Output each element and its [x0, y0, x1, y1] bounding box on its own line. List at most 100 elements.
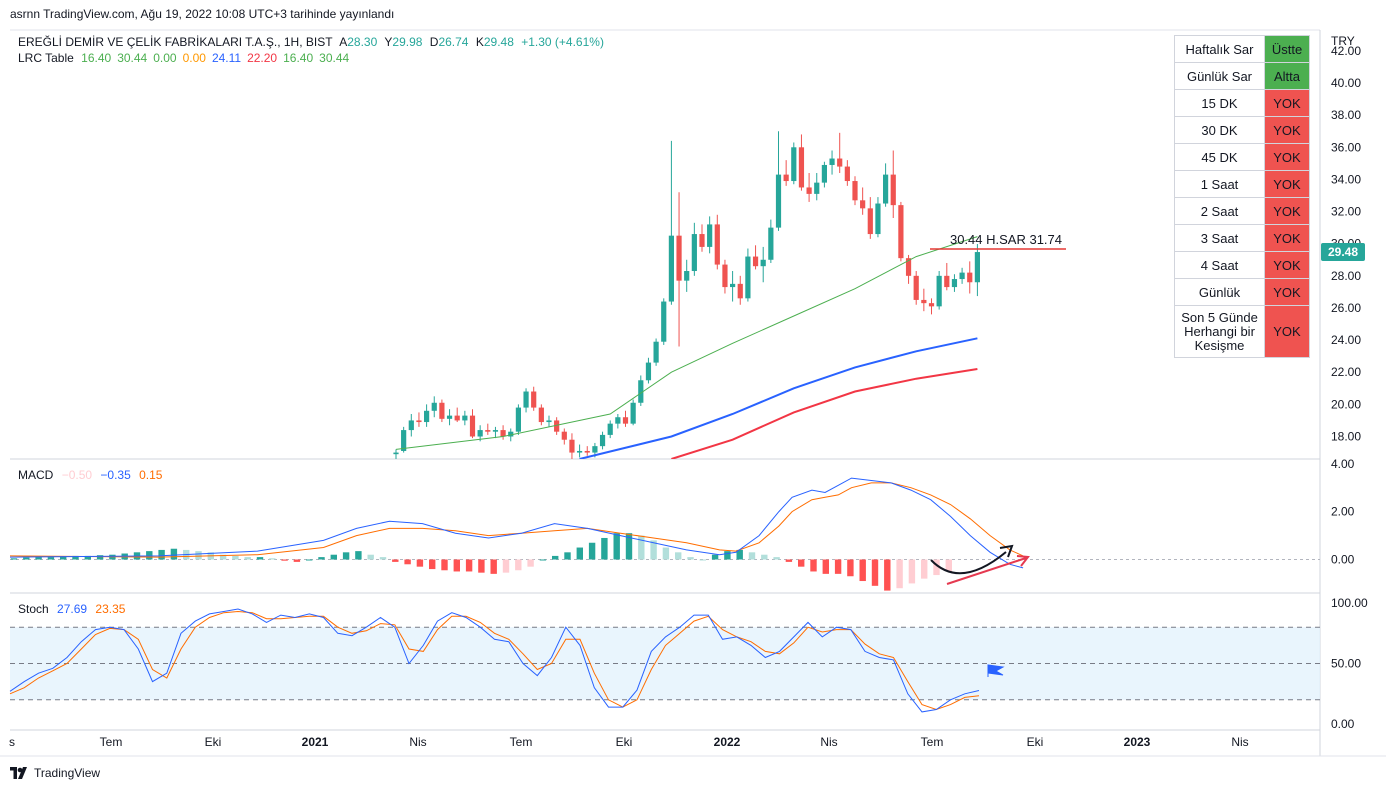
signal-timeframe: 3 Saat — [1174, 224, 1265, 252]
tradingview-footer[interactable]: TradingView — [10, 766, 100, 780]
signal-row: Günlük YOK — [1174, 278, 1310, 306]
signal-timeframe: Günlük — [1174, 278, 1265, 306]
macd-hist-bar — [219, 554, 227, 560]
candle-body — [424, 410, 430, 423]
macd-hist-bar — [441, 559, 448, 571]
macd-hist-bar — [47, 557, 55, 560]
arrow-head-icon — [999, 544, 1014, 558]
signal-timeframe: 1 Saat — [1174, 170, 1265, 198]
candle-body — [676, 235, 682, 281]
macd-hist-bar — [699, 559, 706, 561]
macd-hist-bar — [625, 533, 633, 560]
lrc-legend[interactable]: LRC Table 16.40 30.44 0.00 0.00 24.11 22.20 16… — [18, 51, 355, 65]
macd-hist-bar — [527, 559, 534, 567]
macd-legend[interactable]: MACD −0.50 −0.35 0.15 — [18, 468, 167, 482]
candle-body — [638, 380, 644, 403]
candle-body — [890, 174, 896, 206]
candle-body — [967, 272, 973, 283]
macd-hist-bar — [933, 559, 940, 576]
candle-body — [714, 224, 720, 265]
candle-body — [775, 174, 782, 228]
macd-hist-bar — [921, 559, 928, 579]
symbol-legend[interactable]: EREĞLİ DEMİR VE ÇELİK FABRİKALARI T.A.Ş.… — [18, 35, 608, 49]
stoch-label[interactable]: Stoch — [18, 602, 49, 616]
macd-hist-bar — [355, 551, 362, 560]
lrc-upper-line — [579, 337, 978, 459]
drawing-curve-arrow — [930, 551, 1007, 575]
candle-body — [752, 256, 759, 267]
signal-status: YOK — [1264, 143, 1310, 171]
candle-body — [821, 164, 827, 183]
signal-status: YOK — [1264, 224, 1310, 252]
macd-hist-bar — [613, 533, 620, 560]
macd-hist-bar — [232, 555, 239, 560]
candle-body — [860, 200, 866, 209]
signal-status: YOK — [1264, 251, 1310, 279]
candle-body — [707, 224, 713, 247]
macd-hist-bar — [798, 559, 805, 567]
lrc-lower-line — [671, 368, 978, 459]
macd-hist-bar — [871, 559, 879, 586]
signal-row: Haftalık Sar Üstte — [1174, 35, 1310, 63]
macd-hist-bar — [478, 559, 485, 573]
macd-hist-bar — [96, 555, 104, 560]
x-tick-label: s — [9, 735, 15, 749]
macd-hist-bar — [244, 557, 251, 560]
macd-y-tick: 2.00 — [1331, 505, 1355, 519]
lrc-mid-line — [395, 236, 978, 450]
candle-body — [531, 391, 537, 408]
macd-hist-bar — [330, 554, 337, 560]
signal-row: 1 Saat YOK — [1174, 170, 1310, 198]
stoch-legend[interactable]: Stoch 27.69 23.35 — [18, 602, 130, 616]
lrc-value: 24.11 — [211, 51, 242, 65]
candle-body — [760, 259, 766, 267]
signal-table: Haftalık Sar Üstte Günlük Sar Altta 15 DK YOK… — [1174, 35, 1310, 358]
macd-hist-bar — [834, 559, 842, 574]
candle-body — [661, 301, 667, 342]
x-tick-label: Eki — [205, 735, 222, 749]
candle-body — [408, 420, 414, 431]
y-tick-label: 22.00 — [1331, 365, 1361, 379]
y-tick-label: 20.00 — [1331, 397, 1361, 411]
macd-hist-bar — [908, 559, 916, 584]
lrc-label[interactable]: LRC Table — [18, 51, 74, 65]
candle-body — [599, 434, 606, 447]
candle-body — [905, 258, 912, 276]
footer-brand: TradingView — [34, 766, 101, 780]
macd-hist-value: −0.50 — [61, 468, 93, 482]
macd-hist-bar — [761, 554, 768, 560]
candle-body — [523, 391, 529, 408]
macd-hist-bar — [490, 559, 497, 574]
candle-body — [829, 158, 835, 165]
candle-body — [508, 431, 514, 437]
stoch-y-tick: 100.00 — [1331, 596, 1368, 610]
macd-hist-bar — [662, 547, 670, 560]
signal-status: Altta — [1264, 62, 1310, 90]
y-tick-label: 26.00 — [1331, 301, 1361, 315]
last-price-tag — [1321, 243, 1365, 262]
macd-hist-bar — [687, 557, 694, 560]
macd-line-value: −0.35 — [100, 468, 131, 482]
macd-hist-bar — [465, 559, 473, 572]
flag-icon — [987, 664, 1005, 677]
candle-body — [668, 235, 674, 302]
ohlc-low: D26.74 — [429, 35, 469, 49]
stoch-k-line — [9, 608, 980, 713]
signal-status: YOK — [1264, 278, 1310, 306]
signal-row: 3 Saat YOK — [1174, 224, 1310, 252]
symbol-name[interactable]: EREĞLİ DEMİR VE ÇELİK FABRİKALARI T.A.Ş.… — [18, 35, 333, 49]
tradingview-logo-icon — [10, 767, 27, 779]
stoch-k-value: 27.69 — [57, 602, 88, 616]
lrc-value: 22.20 — [247, 51, 278, 65]
candle-body — [745, 256, 751, 299]
signal-timeframe: Günlük Sar — [1174, 62, 1265, 90]
macd-label[interactable]: MACD — [18, 468, 54, 482]
candle-body — [837, 158, 843, 167]
x-tick-label: Eki — [616, 735, 633, 749]
macd-hist-bar — [416, 559, 424, 567]
lrc-values: 16.40 30.44 0.00 0.00 24.11 22.20 16.40 30.44 — [81, 51, 355, 65]
y-tick-label: 18.00 — [1331, 430, 1361, 444]
drawing-trend-arrow — [946, 557, 1027, 585]
macd-hist-bar — [429, 559, 436, 570]
